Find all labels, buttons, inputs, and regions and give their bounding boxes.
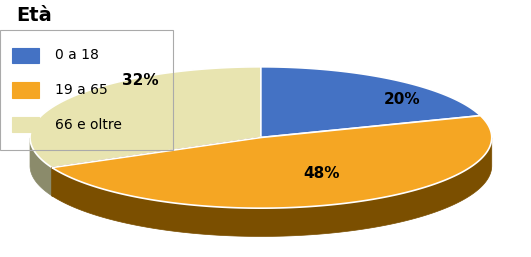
Text: Età: Età <box>16 6 52 25</box>
Text: 48%: 48% <box>303 166 340 181</box>
Polygon shape <box>52 137 261 196</box>
Polygon shape <box>52 137 261 196</box>
Text: 0 a 18: 0 a 18 <box>55 48 99 62</box>
Text: 32%: 32% <box>122 73 159 88</box>
Text: 19 a 65: 19 a 65 <box>55 83 108 97</box>
Bar <box>12 48 39 63</box>
Bar <box>0 30 173 150</box>
Polygon shape <box>30 138 52 196</box>
Polygon shape <box>30 67 261 168</box>
Text: 66 e oltre: 66 e oltre <box>55 118 122 132</box>
Polygon shape <box>52 116 492 208</box>
Bar <box>12 82 39 98</box>
Polygon shape <box>261 67 481 137</box>
Text: 20%: 20% <box>384 92 421 107</box>
Polygon shape <box>52 138 492 236</box>
Bar <box>12 117 39 132</box>
